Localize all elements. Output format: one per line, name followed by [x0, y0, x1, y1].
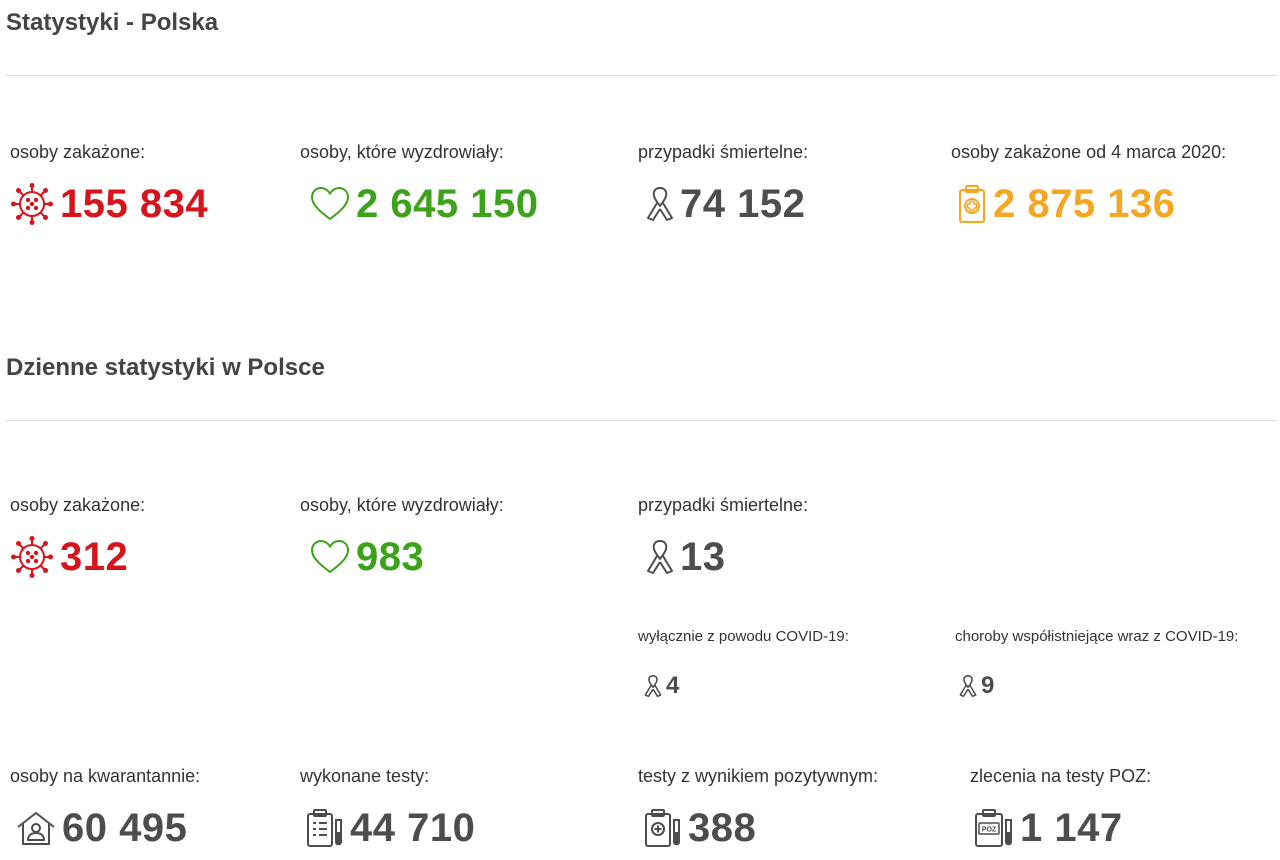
stat-value: 9 [981, 672, 995, 699]
stat-label: testy z wynikiem pozytywnym: [638, 766, 879, 786]
positive-test-icon [644, 808, 682, 848]
stat-value: 2 645 150 [356, 182, 539, 226]
ribbon-icon [959, 673, 977, 699]
stat-label: zlecenia na testy POZ: [970, 766, 1152, 786]
stat-total-since-march: osoby zakażone od 4 marca 2020: 2 875 13… [951, 141, 1226, 227]
stat-label: przypadki śmiertelne: [638, 495, 809, 515]
house-person-icon [16, 810, 56, 846]
heart-icon [310, 186, 350, 222]
stat-value: 74 152 [680, 182, 806, 226]
stat-total-infected: osoby zakażone: [10, 141, 208, 227]
stat-label: osoby, które wyzdrowiały: [300, 495, 504, 515]
stat-label: osoby zakażone: [10, 495, 146, 515]
stat-daily-recovered: osoby, które wyzdrowiały: 983 [300, 494, 504, 580]
section-divider [5, 420, 1277, 421]
clipboard-medical-icon [957, 184, 987, 224]
stat-value: 44 710 [350, 806, 476, 850]
stat-total-deaths: przypadki śmiertelne: 74 152 [638, 141, 808, 227]
section-title-poland: Statystyki - Polska [6, 9, 219, 36]
poz-badge-text: POZ [982, 827, 997, 834]
stat-daily-deaths-comorbid: choroby współistniejące wraz z COVID-19:… [955, 628, 1238, 700]
section-divider [5, 75, 1277, 76]
stat-value: 312 [60, 535, 129, 579]
ribbon-icon [644, 673, 662, 699]
stat-value: 388 [688, 806, 757, 850]
stat-daily-deaths-covid-only: wyłącznie z powodu COVID-19: 4 [638, 628, 849, 700]
stat-label: wyłącznie z powodu COVID-19: [638, 628, 849, 645]
stat-daily-tests: wykonane testy: 44 710 [300, 765, 475, 851]
stat-daily-poz-orders: zlecenia na testy POZ: POZ 1 147 [970, 765, 1151, 851]
stat-value: 60 495 [62, 806, 188, 850]
ribbon-icon [646, 184, 674, 224]
stat-label: przypadki śmiertelne: [638, 142, 809, 162]
stat-value: 983 [356, 535, 425, 579]
stat-label: osoby zakażone od 4 marca 2020: [951, 142, 1227, 162]
stat-total-recovered: osoby, które wyzdrowiały: 2 645 150 [300, 141, 538, 227]
stat-value: 2 875 136 [993, 182, 1176, 226]
virus-icon [10, 535, 54, 579]
virus-icon [10, 182, 54, 226]
stat-daily-positive-tests: testy z wynikiem pozytywnym: 388 [638, 765, 878, 851]
stat-label: osoby, które wyzdrowiały: [300, 142, 504, 162]
section-title-daily: Dzienne statystyki w Polsce [6, 354, 325, 381]
stat-daily-infected: osoby zakażone: [10, 494, 145, 580]
stat-value: 155 834 [60, 182, 209, 226]
ribbon-icon [646, 537, 674, 577]
stat-daily-quarantine: osoby na kwarantannie: 60 495 [10, 765, 200, 851]
poz-test-icon: POZ [974, 808, 1014, 848]
stat-label: choroby współistniejące wraz z COVID-19: [955, 628, 1239, 645]
stat-value: 13 [680, 535, 726, 579]
stat-label: osoby zakażone: [10, 142, 146, 162]
stat-label: osoby na kwarantannie: [10, 766, 201, 786]
stat-value: 4 [666, 672, 680, 699]
stat-label: wykonane testy: [300, 766, 430, 786]
stat-value: 1 147 [1020, 806, 1123, 850]
test-clipboard-icon [306, 808, 344, 848]
stat-daily-deaths: przypadki śmiertelne: 13 [638, 494, 808, 580]
heart-icon [310, 539, 350, 575]
